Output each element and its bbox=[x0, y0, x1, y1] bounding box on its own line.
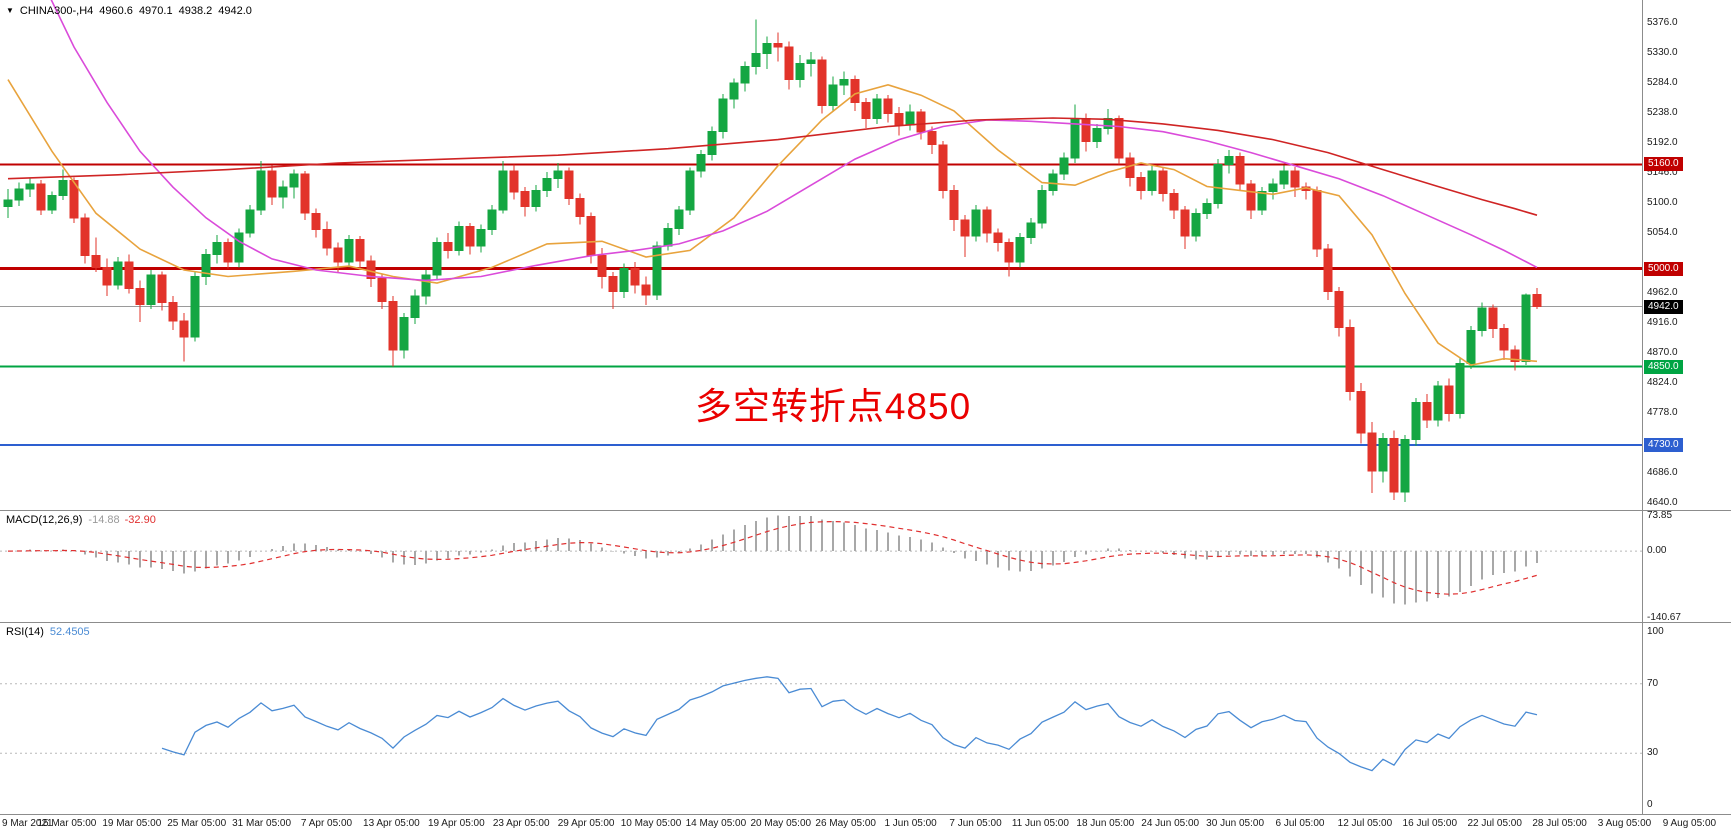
macd-signal-line bbox=[7, 520, 1538, 595]
rsi-panel-layer bbox=[0, 676, 1642, 772]
ma-line-slow-red bbox=[7, 117, 1538, 216]
main-price-panel-layer bbox=[0, 0, 1642, 503]
candles-layer bbox=[3, 19, 1542, 503]
macd-panel-layer bbox=[0, 515, 1642, 605]
ma-line-medium-magenta bbox=[50, 0, 1538, 282]
rsi-line bbox=[161, 676, 1538, 772]
macd-histogram bbox=[7, 515, 1538, 605]
ma-line-fast-orange bbox=[7, 79, 1538, 367]
horizontal-level-lines[interactable] bbox=[0, 163, 1642, 446]
